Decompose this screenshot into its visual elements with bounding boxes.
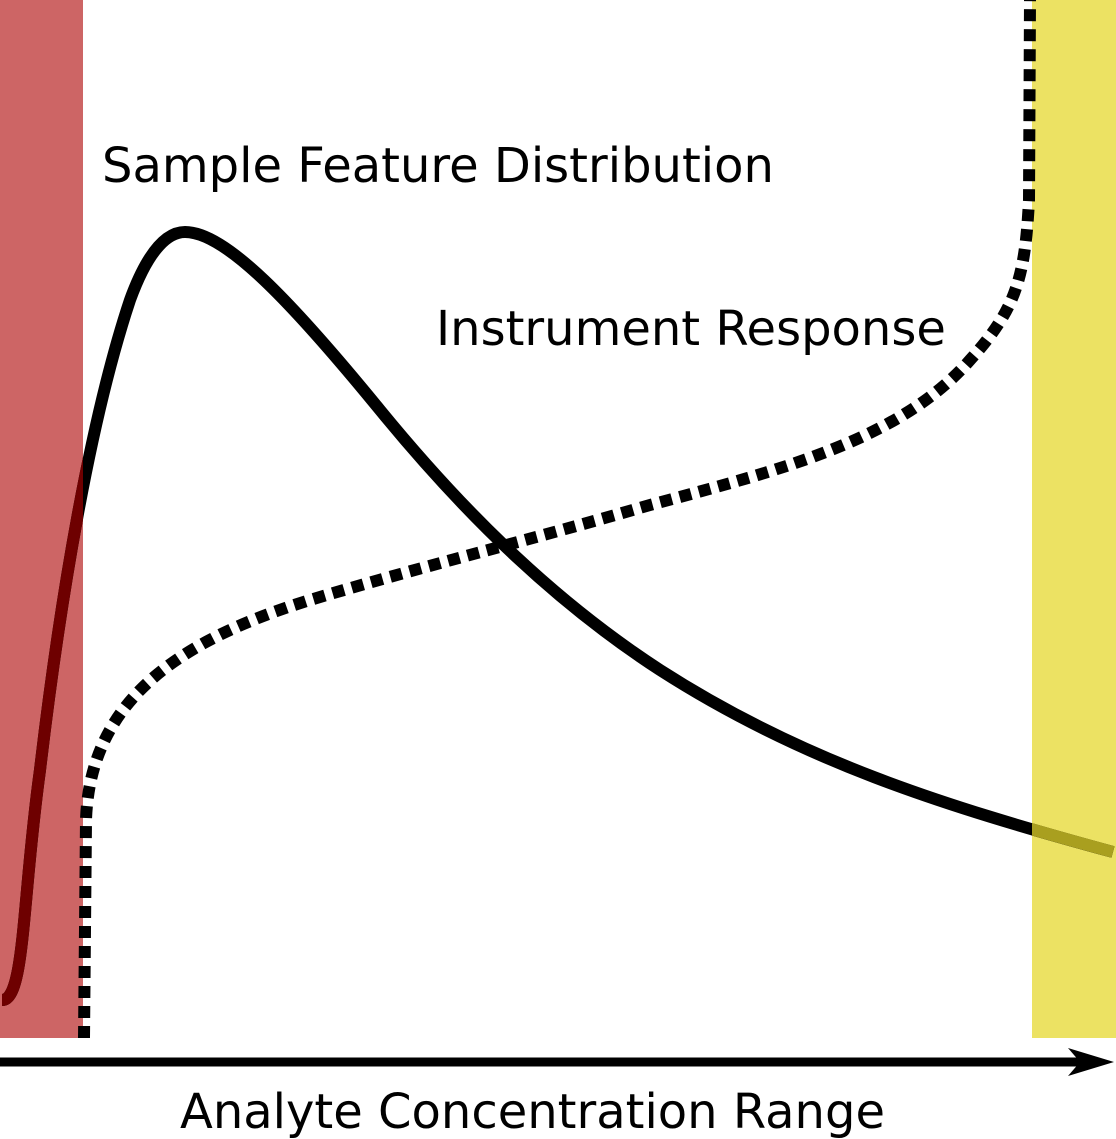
- low-range-region: [0, 0, 83, 1038]
- response-label: Instrument Response: [436, 301, 946, 357]
- distribution-label: Sample Feature Distribution: [102, 138, 774, 194]
- distribution-high-overlay: [1032, 823, 1115, 858]
- axis-arrowhead-icon: [1068, 1048, 1114, 1076]
- distribution-low-overlay: [0, 457, 83, 1006]
- axis-label: Analyte Concentration Range: [180, 1084, 885, 1139]
- instrument-response-curve: [78, 0, 1036, 1039]
- high-range-region: [1032, 0, 1116, 1038]
